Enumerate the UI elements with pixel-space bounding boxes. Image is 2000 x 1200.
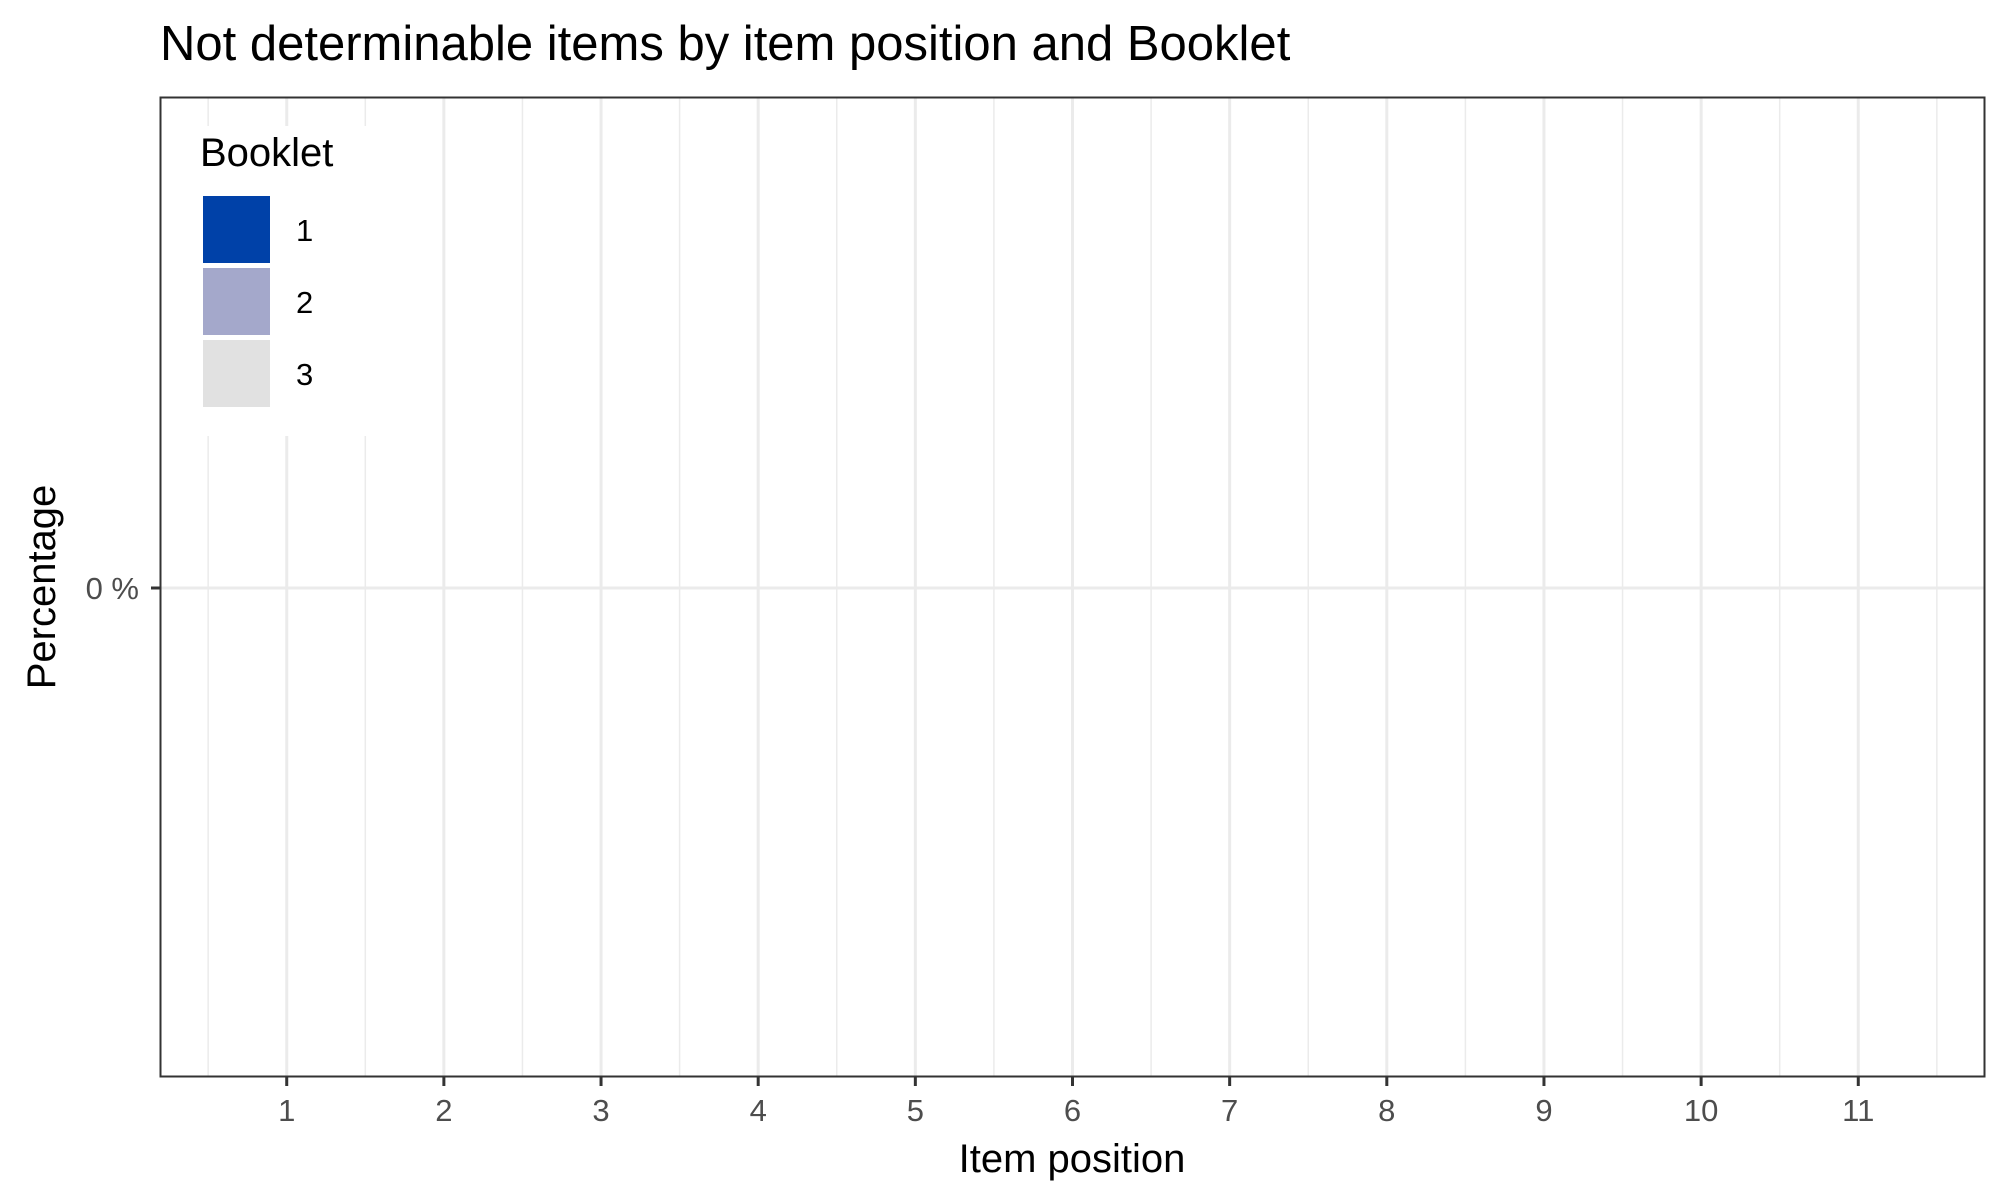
x-tick-label: 9 [1535, 1093, 1552, 1128]
legend-label-3: 3 [296, 357, 313, 392]
legend-key-2 [203, 268, 270, 335]
x-tick-label: 5 [907, 1093, 924, 1128]
x-tick-label: 1 [278, 1093, 295, 1128]
y-tick-label: 0 % [86, 571, 139, 606]
x-tick-label: 10 [1684, 1093, 1718, 1128]
legend-label-2: 2 [296, 285, 313, 320]
x-tick-label: 11 [1842, 1093, 1874, 1128]
legend-key-3 [203, 340, 270, 407]
legend-key-1 [203, 196, 270, 263]
legend-title: Booklet [200, 131, 333, 175]
grid-lines [161, 98, 1984, 1076]
legend-label-1: 1 [296, 213, 313, 248]
y-axis: 0 % [86, 571, 161, 606]
x-axis-title: Item position [959, 1137, 1186, 1181]
legend: Booklet 1 2 3 [188, 126, 368, 436]
chart-title: Not determinable items by item position … [160, 17, 1291, 71]
x-tick-label: 3 [592, 1093, 609, 1128]
x-tick-label: 2 [435, 1093, 452, 1128]
x-tick-label: 7 [1221, 1093, 1238, 1128]
x-tick-label: 6 [1064, 1093, 1081, 1128]
y-axis-title: Percentage [20, 485, 64, 690]
x-axis: 1 2 3 4 5 6 7 8 9 10 11 [278, 1076, 1874, 1128]
x-tick-label: 8 [1378, 1093, 1395, 1128]
x-tick-label: 4 [750, 1093, 767, 1128]
legend-items: 1 2 3 [203, 196, 313, 407]
